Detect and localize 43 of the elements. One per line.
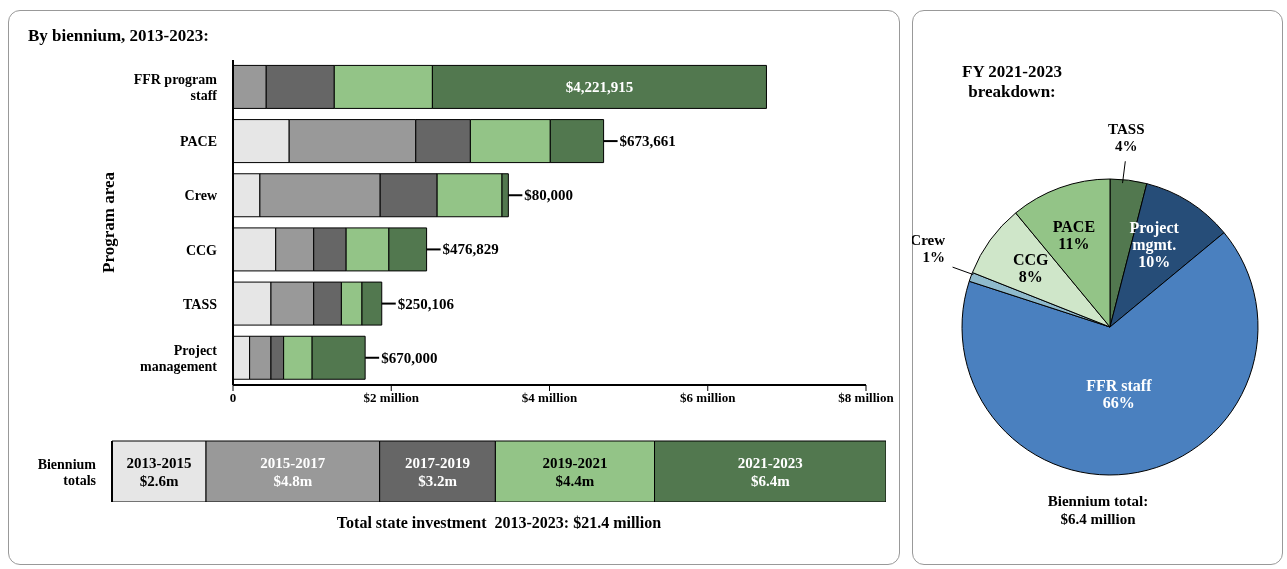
slice-label: TASS bbox=[1108, 121, 1145, 138]
x-tick-label: 0 bbox=[229, 390, 237, 406]
data-label: $2.6m bbox=[139, 472, 179, 489]
chart-title: FY 2021-2023 breakdown: bbox=[961, 62, 1063, 102]
data-label: $673,661 bbox=[619, 133, 676, 150]
x-tick-label: $2 million bbox=[363, 390, 420, 406]
y-axis-title: Program area bbox=[99, 171, 119, 273]
series-label: 2021-2023 bbox=[737, 454, 803, 471]
y-tick-label: Project management bbox=[140, 342, 218, 374]
slice-label: Project mgmt. bbox=[1129, 218, 1180, 254]
slice-label: FFR staff bbox=[1086, 377, 1153, 395]
x-tick-label: $8 million bbox=[838, 390, 895, 406]
text: Biennium total: $6.4 million bbox=[1046, 492, 1150, 528]
slice-label: CCG bbox=[1012, 250, 1050, 268]
y-tick-label: CCG bbox=[185, 242, 218, 258]
data-label: $80,000 bbox=[524, 187, 574, 204]
text: Total state investment 2013-2023: $21.4 million bbox=[335, 514, 663, 532]
y-tick-label: TASS bbox=[183, 296, 218, 312]
data-label: $670,000 bbox=[381, 349, 438, 366]
data-label: $4,221,915 bbox=[565, 78, 634, 95]
y-tick-label: FFR program staff bbox=[133, 72, 218, 104]
data-label: 4% bbox=[1115, 138, 1138, 155]
x-tick-label: $6 million bbox=[680, 390, 737, 406]
data-label: 66% bbox=[1102, 394, 1135, 412]
data-label: $476,829 bbox=[442, 241, 499, 258]
chart-title: By biennium, 2013-2023: bbox=[28, 26, 209, 46]
slice-label: PACE bbox=[1052, 218, 1096, 236]
data-label: 1% bbox=[922, 249, 946, 266]
data-label: $250,106 bbox=[397, 295, 455, 312]
data-label: $4.4m bbox=[555, 472, 595, 489]
data-label: 11% bbox=[1058, 235, 1090, 253]
series-label: 2015-2017 bbox=[260, 454, 326, 471]
series-label: 2017-2019 bbox=[405, 454, 471, 471]
y-tick-label: Crew bbox=[184, 188, 218, 204]
data-label: $3.2m bbox=[418, 472, 458, 489]
data-label: $4.8m bbox=[273, 472, 313, 489]
y-tick-label: Biennium totals bbox=[37, 456, 97, 488]
data-label: $6.4m bbox=[750, 472, 791, 489]
data-label: 8% bbox=[1018, 267, 1043, 285]
series-label: 2013-2015 bbox=[126, 454, 192, 471]
y-tick-label: PACE bbox=[179, 134, 217, 150]
x-tick-label: $4 million bbox=[521, 390, 578, 406]
series-label: 2019-2021 bbox=[542, 454, 608, 471]
